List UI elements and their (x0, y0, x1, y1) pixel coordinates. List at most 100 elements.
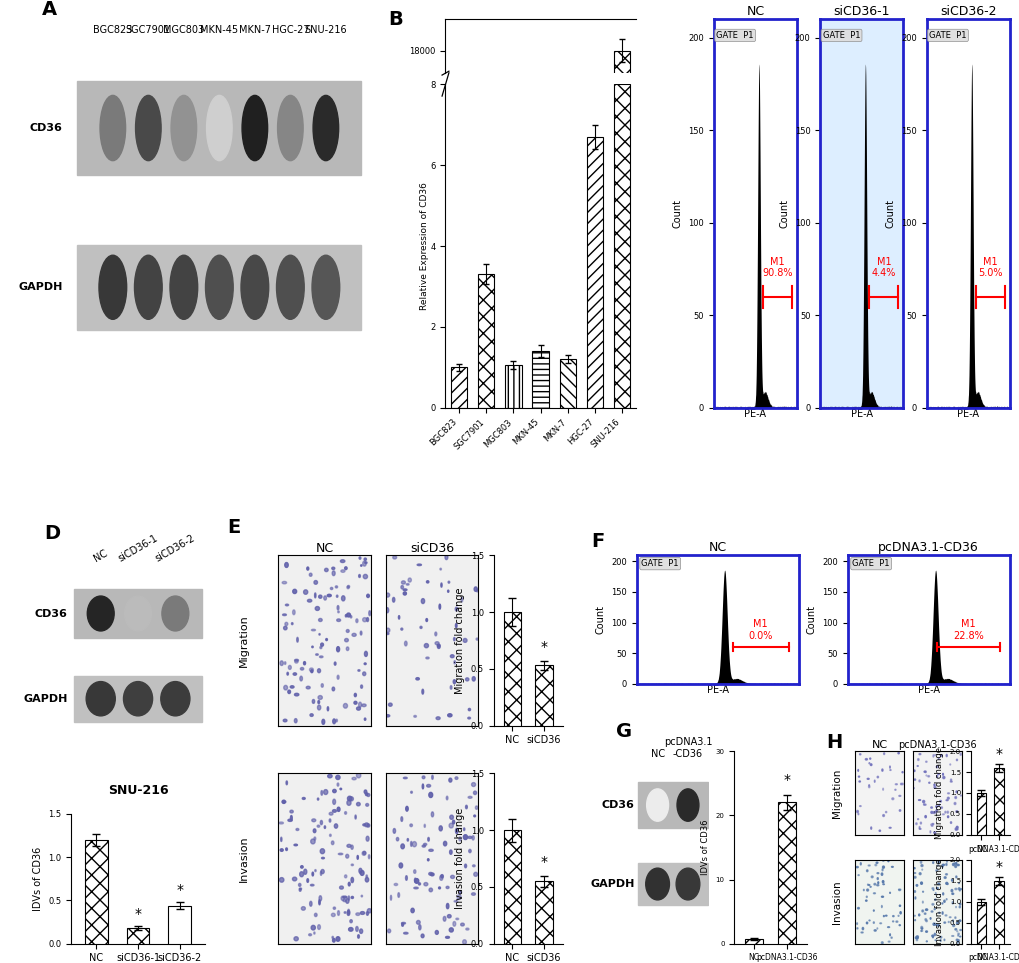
Ellipse shape (322, 719, 324, 724)
Ellipse shape (438, 826, 442, 831)
Ellipse shape (452, 820, 454, 824)
Ellipse shape (345, 898, 348, 903)
Ellipse shape (344, 812, 346, 815)
Ellipse shape (901, 771, 902, 772)
Bar (975, 793, 985, 835)
Ellipse shape (942, 864, 944, 866)
Ellipse shape (923, 804, 925, 805)
Ellipse shape (429, 888, 432, 892)
Bar (777, 802, 795, 944)
Bar (478, 274, 494, 407)
Ellipse shape (339, 789, 341, 790)
Text: HGC-27: HGC-27 (271, 25, 309, 35)
Ellipse shape (426, 618, 427, 621)
Ellipse shape (457, 895, 461, 899)
Ellipse shape (331, 913, 335, 917)
Ellipse shape (430, 873, 434, 876)
Ellipse shape (360, 912, 365, 915)
Ellipse shape (880, 942, 882, 944)
Ellipse shape (318, 695, 322, 699)
Ellipse shape (929, 807, 931, 808)
Ellipse shape (369, 611, 370, 615)
Ellipse shape (287, 690, 290, 693)
Ellipse shape (431, 812, 433, 817)
Ellipse shape (422, 846, 425, 847)
Ellipse shape (439, 568, 441, 570)
Ellipse shape (342, 897, 346, 898)
Ellipse shape (360, 871, 364, 875)
Ellipse shape (924, 919, 925, 921)
Ellipse shape (420, 626, 422, 629)
Ellipse shape (364, 651, 367, 657)
Ellipse shape (135, 255, 162, 320)
Ellipse shape (285, 604, 288, 606)
Ellipse shape (387, 929, 390, 933)
Ellipse shape (362, 851, 366, 855)
Ellipse shape (946, 811, 948, 813)
Ellipse shape (945, 873, 947, 875)
Ellipse shape (952, 864, 954, 866)
Ellipse shape (294, 693, 299, 696)
Ellipse shape (285, 781, 287, 785)
Ellipse shape (449, 850, 451, 854)
Ellipse shape (307, 567, 309, 570)
Ellipse shape (876, 776, 877, 778)
Ellipse shape (359, 702, 361, 707)
Ellipse shape (392, 597, 394, 602)
Title: NC: NC (708, 541, 727, 554)
Ellipse shape (360, 929, 363, 933)
Ellipse shape (332, 799, 335, 804)
Ellipse shape (299, 883, 301, 886)
Ellipse shape (240, 255, 268, 320)
Ellipse shape (406, 584, 409, 586)
Ellipse shape (396, 838, 398, 841)
Ellipse shape (359, 869, 362, 873)
Ellipse shape (363, 574, 367, 579)
Ellipse shape (302, 797, 305, 799)
Ellipse shape (472, 865, 475, 867)
Ellipse shape (337, 911, 339, 916)
Ellipse shape (476, 638, 478, 640)
Bar (559, 359, 576, 407)
Ellipse shape (915, 936, 917, 938)
Bar (638, 782, 707, 828)
Ellipse shape (356, 619, 358, 623)
Ellipse shape (915, 885, 917, 886)
Ellipse shape (317, 798, 319, 800)
Ellipse shape (403, 589, 407, 590)
Ellipse shape (447, 915, 450, 918)
Ellipse shape (362, 704, 366, 707)
Ellipse shape (309, 573, 312, 576)
Ellipse shape (293, 845, 298, 846)
Ellipse shape (882, 753, 883, 755)
Text: GATE  P1: GATE P1 (822, 31, 859, 39)
Ellipse shape (407, 839, 408, 841)
Ellipse shape (315, 607, 319, 611)
Ellipse shape (435, 641, 438, 644)
Ellipse shape (86, 682, 115, 716)
Ellipse shape (161, 682, 190, 716)
Ellipse shape (944, 876, 946, 878)
Ellipse shape (931, 888, 933, 889)
Ellipse shape (951, 893, 953, 895)
Ellipse shape (435, 930, 438, 934)
Ellipse shape (300, 872, 304, 876)
Text: H: H (825, 733, 842, 752)
Ellipse shape (455, 828, 458, 834)
Ellipse shape (301, 866, 303, 869)
Ellipse shape (941, 865, 943, 867)
Ellipse shape (312, 819, 316, 821)
Text: GATE  P1: GATE P1 (928, 31, 966, 39)
Ellipse shape (931, 935, 932, 937)
Ellipse shape (453, 638, 454, 640)
Ellipse shape (468, 836, 472, 839)
Ellipse shape (918, 872, 920, 874)
Ellipse shape (922, 800, 924, 803)
Ellipse shape (645, 868, 668, 899)
Ellipse shape (861, 927, 863, 929)
Ellipse shape (443, 917, 445, 922)
Ellipse shape (364, 790, 367, 794)
Ellipse shape (956, 826, 957, 828)
Ellipse shape (390, 896, 391, 900)
Ellipse shape (324, 568, 328, 572)
